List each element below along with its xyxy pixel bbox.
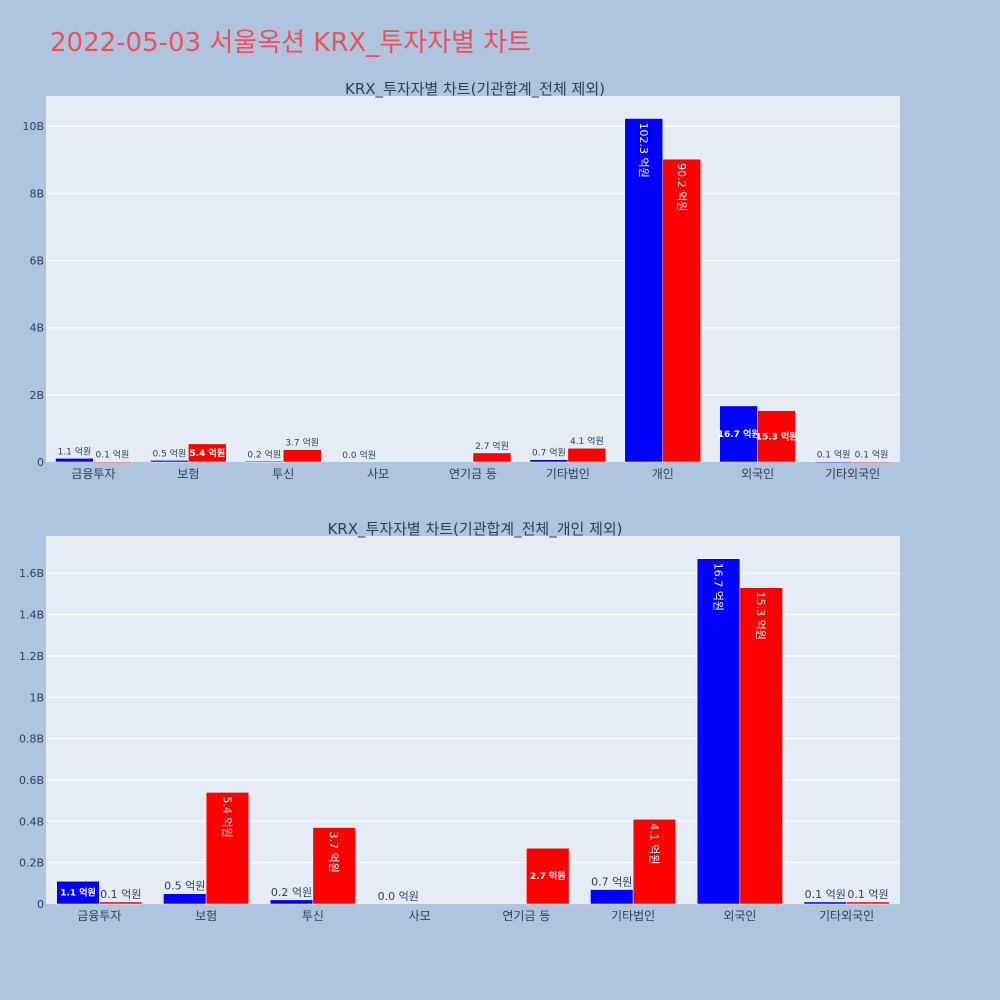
y-tick-label: 2B — [29, 389, 44, 402]
x-tick-label: 연기금 등 — [449, 467, 497, 481]
bar-value-label: 0.1 억원 — [805, 888, 846, 901]
bar-sell — [567, 447, 607, 463]
bar-buy — [814, 461, 853, 463]
bar-value-label: 102.3 억원 — [637, 122, 650, 177]
bar-sell — [282, 449, 322, 463]
bar-value-label: 1.1 억원 — [60, 887, 96, 899]
bar-sell — [312, 827, 356, 905]
x-tick-label: 외국인 — [723, 909, 756, 923]
x-tick-label: 보험 — [177, 467, 199, 481]
bar-buy — [245, 461, 284, 463]
bar-value-label: 16.7 억원 — [718, 428, 760, 440]
chart-title: KRX_투자자별 차트(기관합계_전체_개인 제외) — [327, 520, 622, 539]
y-tick-label: 0.4B — [19, 815, 44, 828]
bar-sell — [93, 461, 132, 463]
bar-buy — [150, 460, 189, 463]
bar-sell — [205, 792, 250, 905]
y-tick-label: 6B — [29, 255, 44, 268]
x-tick-label: 투신 — [302, 909, 324, 923]
x-tick-label: 금융투자 — [71, 467, 115, 481]
y-tick-label: 1.2B — [19, 650, 44, 663]
bar-value-label: 0.7 억원 — [591, 876, 632, 889]
y-tick-label: 0 — [37, 898, 44, 911]
bar-value-label: 0.1 억원 — [847, 888, 888, 901]
y-tick-label: 1B — [29, 691, 44, 704]
bar-value-label: 15.3 억원 — [756, 430, 798, 442]
bar-value-label: 1.1 억원 — [58, 445, 92, 457]
bar-sell — [757, 410, 796, 463]
x-tick-label: 기타외국인 — [825, 467, 880, 481]
x-tick-label: 투신 — [272, 467, 294, 481]
x-tick-label: 사모 — [367, 467, 389, 481]
x-tick-label: 보험 — [195, 909, 217, 923]
bar-sell — [188, 443, 227, 463]
bar-value-label: 2.7 억원 — [475, 440, 509, 452]
bar-buy — [56, 881, 100, 905]
bar-value-label: 0.1 억원 — [855, 449, 889, 461]
y-tick-label: 8B — [29, 187, 44, 200]
bar-sell — [472, 452, 512, 463]
bar-buy — [624, 118, 664, 463]
bar-sell — [99, 901, 143, 905]
bar-value-label: 4.1 억원 — [570, 435, 604, 447]
chart-title: KRX_투자자별 차트(기관합계_전체 제외) — [345, 80, 605, 99]
x-tick-label: 사모 — [409, 909, 431, 923]
y-tick-label: 0.8B — [19, 733, 44, 746]
bar-buy — [529, 459, 569, 463]
y-tick-label: 1.6B — [19, 567, 44, 580]
plot-area — [46, 96, 900, 462]
y-tick-label: 10B — [22, 120, 44, 133]
bar-buy — [803, 901, 847, 905]
y-tick-label: 0.6B — [19, 774, 44, 787]
bar-value-label: 0.1 억원 — [96, 449, 130, 461]
bar-value-label: 0.1 억원 — [100, 888, 141, 901]
x-tick-label: 금융투자 — [77, 909, 121, 923]
y-tick-label: 0.2B — [19, 857, 44, 870]
y-tick-label: 4B — [29, 322, 44, 335]
bar-sell — [662, 158, 701, 463]
bar-value-label: 0.5 억원 — [164, 880, 205, 893]
y-tick-label: 1.4B — [19, 609, 44, 622]
bar-buy — [719, 405, 758, 463]
bar-value-label: 0.2 억원 — [271, 886, 312, 899]
bar-value-label: 0.2 억원 — [247, 448, 281, 460]
bar-value-label: 16.7 억원 — [712, 563, 725, 611]
chart-investor-excl-individual: KRX_투자자별 차트(기관합계_전체_개인 제외) 0 0.2B 0.4B 0.6B 0… — [19, 520, 900, 923]
x-tick-label: 연기금 등 — [502, 909, 550, 923]
bar-value-label: 90.2 억원 — [675, 163, 688, 211]
bar-buy — [590, 889, 634, 905]
bar-sell — [526, 847, 570, 905]
bar-value-label: 3.7 억원 — [285, 437, 319, 449]
bar-buy — [163, 893, 207, 905]
x-tick-label: 외국인 — [741, 467, 774, 481]
chart-investor-all: KRX_투자자별 차트(기관합계_전체 제외) 0 2B 4B 6B 8B 10B 금융투자 1… — [22, 80, 900, 481]
bar-sell — [632, 818, 677, 905]
bar-value-label: 2.7 억원 — [530, 870, 566, 882]
bar-value-label: 0.7 억원 — [532, 447, 566, 459]
bar-buy — [55, 458, 94, 463]
bar-value-label: 0.1 억원 — [817, 449, 851, 461]
bar-value-label: 4.1 억원 — [647, 823, 660, 864]
bar-value-label: 5.4 억원 — [220, 796, 233, 837]
x-tick-label: 개인 — [652, 467, 674, 481]
bar-value-label: 0.0 억원 — [378, 890, 419, 903]
bar-buy — [269, 899, 314, 905]
bar-sell — [846, 901, 890, 905]
y-tick-label: 0 — [37, 456, 44, 469]
bar-value-label: 3.7 억원 — [327, 832, 340, 873]
bar-sell — [852, 461, 891, 463]
x-tick-label: 기타법인 — [546, 467, 590, 481]
x-tick-label: 기타법인 — [611, 909, 655, 923]
bar-value-label: 0.5 억원 — [152, 447, 186, 459]
bar-value-label: 5.4 억원 — [189, 447, 225, 459]
bar-sell — [739, 587, 783, 905]
bar-value-label: 0.0 억원 — [342, 449, 376, 461]
x-tick-label: 기타외국인 — [819, 909, 874, 923]
page-title: 2022-05-03 서울옥션 KRX_투자자별 차트 — [50, 28, 532, 58]
bar-value-label: 15.3 억원 — [754, 592, 767, 640]
